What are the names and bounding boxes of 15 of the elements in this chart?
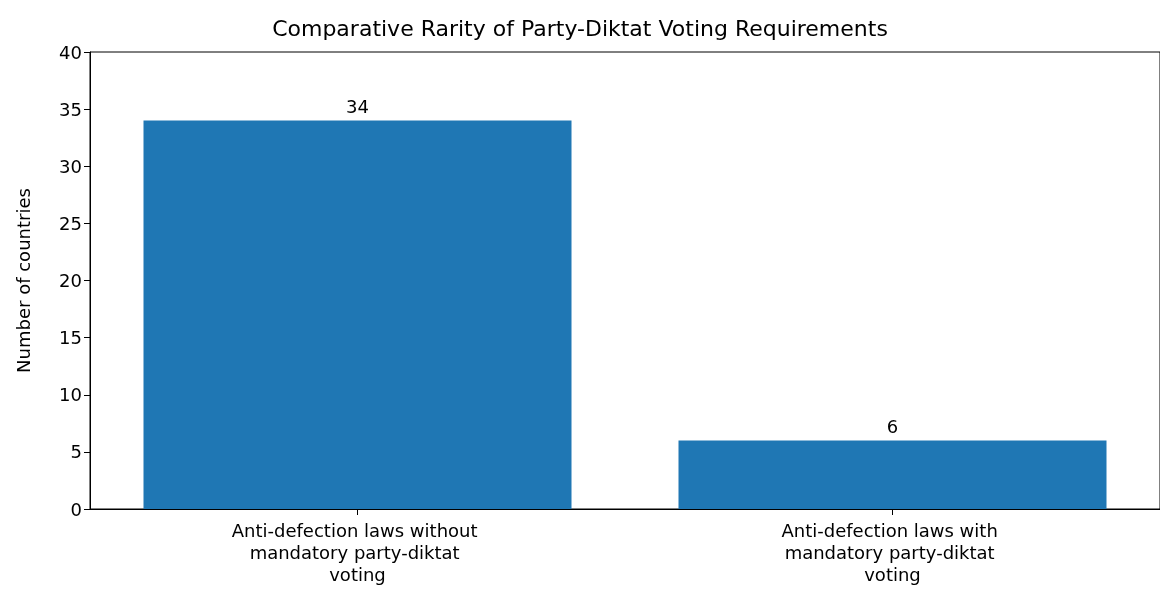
x-tick-label: Anti-defection laws with mandatory party-diktat voting: [781, 519, 1004, 585]
y-tick-label: 20: [59, 270, 82, 291]
y-tick-label: 0: [70, 498, 82, 520]
y-tick-label: 25: [59, 212, 82, 234]
y-tick-label: 40: [59, 41, 82, 63]
y-tick-label: 35: [59, 98, 82, 120]
y-axis-title: Number of countries: [12, 188, 34, 373]
data-label: 34: [346, 96, 369, 118]
data-label: 6: [886, 415, 899, 437]
y-tick-label: 30: [59, 155, 82, 177]
y-tick-label: 15: [59, 327, 82, 349]
y-tick-label: 10: [59, 384, 82, 406]
x-tick-label: Anti-defection laws without mandatory party-diktat voting: [231, 519, 484, 585]
y-tick-label: 5: [70, 441, 82, 463]
chart-title: Comparative Rarity of Party-Diktat Voting Requirements: [272, 15, 888, 41]
